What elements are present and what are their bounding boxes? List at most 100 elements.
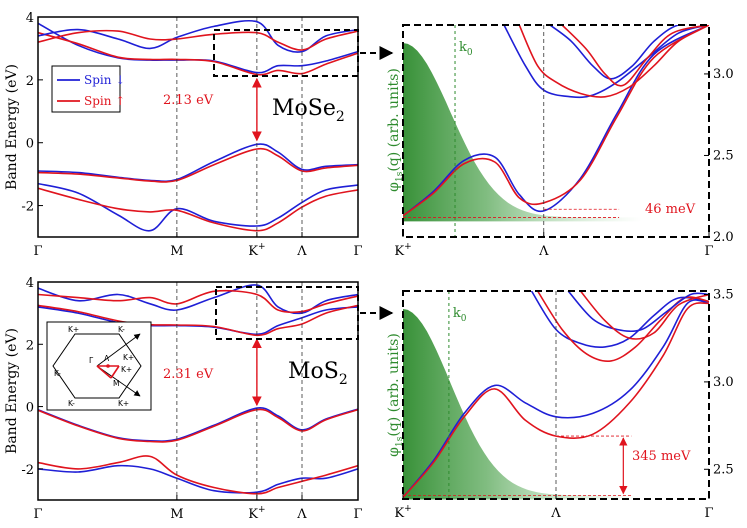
mos2-k0-label: k0 [453,306,467,324]
mose2-kpoint-lines [176,17,303,237]
reciprocal-vector-1 [96,333,141,367]
y-tick-label: 3.0 [713,375,734,390]
y-tick-label: 4 [26,11,34,26]
mose2-plot-frame [37,16,359,238]
spin-down-band-line [503,25,709,99]
inset-label: K+ [118,399,129,408]
spin-up-band-line [38,304,358,337]
x-tick-label: Γ [704,506,713,521]
spin-up-band-line [38,408,358,443]
mose2-legend: Spin ↓ Spin ↑ [51,65,125,113]
path-k-m [110,365,120,379]
mos2-x-ticks: Γ M K+ Λ Γ [33,495,363,522]
mos2-y-ticks: -2 0 2 4 [21,276,43,478]
legend-label-spin-down: Spin ↓ [84,73,125,87]
x-tick-label: Γ [33,507,42,522]
mos2-series-group [38,284,358,495]
spin-down-band-line [403,25,709,217]
inset-label: Λ [104,354,110,363]
x-tick-label: K+ [394,242,411,259]
mose2-zoom-y-axis-title: φ1s(q) (arb. units) [386,68,405,192]
spin-up-band-line [518,25,709,98]
spin-down-band-line [38,143,358,183]
mose2-k0-label: k0 [459,40,473,58]
spin-up-band-line [38,289,358,314]
mos2-plot-frame [37,281,359,501]
spin-down-band-line [549,25,709,80]
mose2-zoom-series-group [403,25,709,217]
spin-up-band-line [38,187,358,232]
hexagon-zone [52,333,142,399]
inset-label: K+ [121,365,132,374]
x-tick-label: Γ [353,507,362,522]
spin-up-band-line [38,31,358,76]
path-m-gamma [96,365,112,379]
y-tick-label: 0 [26,401,34,416]
y-tick-label: 2.5 [713,462,734,477]
mos2-zoom-y-axis-title: φ1s(q) (arb. units) [386,333,405,457]
mose2-wavefunction-fill [403,43,642,222]
mose2-x-ticks: Γ M K+ Λ Γ [33,232,363,259]
mos2-material-label: MoS2 [288,359,348,388]
y-tick-label: 2.5 [713,148,734,163]
mose2-zoom-kpoint-lines [454,25,545,237]
mos2-splitting-label: 345 meV [632,449,691,464]
spin-up-band-line [38,455,358,495]
spin-up-band-line [38,147,358,183]
mose2-zoom-frame [402,24,710,238]
y-tick-label: 2 [26,74,34,89]
x-tick-label: Γ [353,244,362,259]
x-tick-label: Λ [296,244,307,259]
mos2-zoom-box [215,286,359,340]
mos2-splitting-marker [403,435,632,496]
mose2-y-ticks: -2 0 2 4 [21,11,43,215]
mose2-zoom-panel: 2.0 2.5 3.0 K+ Λ Γ φ1s(q) (arb. units) k0 46… [386,24,734,259]
x-tick-label: M [170,244,183,259]
spin-up-band-line [403,25,709,217]
inset-label: K+ [68,325,79,334]
mose2-splitting-marker [403,208,620,218]
reciprocal-vector-2 [96,365,141,397]
legend-box [51,65,121,113]
mos2-gap-label: 2.31 eV [163,367,214,382]
mos2-wavefunction-fill [403,309,642,500]
y-tick-label: 2 [26,338,34,353]
inset-label: K+ [123,353,134,362]
mose2-gap-label: 2.13 eV [163,93,214,108]
y-tick-label: 3.0 [713,67,734,82]
mose2-zoom-box [213,29,359,77]
mose2-band-panel: -2 0 2 4 Γ M K+ Λ Γ Band Energy (eV) Spin ↓ Spi… [4,11,394,259]
x-tick-label: Γ [33,244,42,259]
x-tick-label: K+ [248,242,265,259]
x-tick-label: Γ [704,244,713,259]
inset-label: K- [118,325,125,334]
spin-up-band-line [561,25,709,87]
inset-label: K- [54,369,61,378]
y-tick-label: 2.0 [713,230,734,245]
x-tick-label: Λ [538,244,549,259]
y-tick-label: 3.5 [713,287,734,302]
y-tick-label: 4 [26,276,34,291]
mos2-zoom-kpoint-lines [448,291,557,499]
mose2-zoom-y-ticks: 2.0 2.5 3.0 [704,67,734,245]
brillouin-zone-inset: K+ K- K+ K- K+ K- Γ Λ K+ M [46,321,152,411]
lambda-point [106,364,110,368]
x-tick-label: Λ [550,506,561,521]
spin-down-band-line [567,291,709,333]
inset-label: K- [68,399,75,408]
spin-down-band-line [38,407,358,442]
spin-down-band-line [38,464,358,494]
mos2-zoom-y-ticks: 2.5 3.0 3.5 [704,287,734,477]
inset-label: M [113,379,119,388]
spin-down-band-line [38,182,358,232]
x-tick-label: K+ [394,504,411,521]
y-tick-label: 0 [26,137,34,152]
legend-label-spin-up: Spin ↑ [84,94,125,108]
spin-up-band-line [579,291,709,340]
mose2-series-group [38,19,358,232]
mos2-y-axis-title: Band Energy (eV) [4,328,20,454]
spin-down-band-line [530,291,709,348]
mos2-zoom-panel: 2.5 3.0 3.5 K+ Λ Γ φ1s(q) (arb. units) k0 34… [386,287,734,521]
